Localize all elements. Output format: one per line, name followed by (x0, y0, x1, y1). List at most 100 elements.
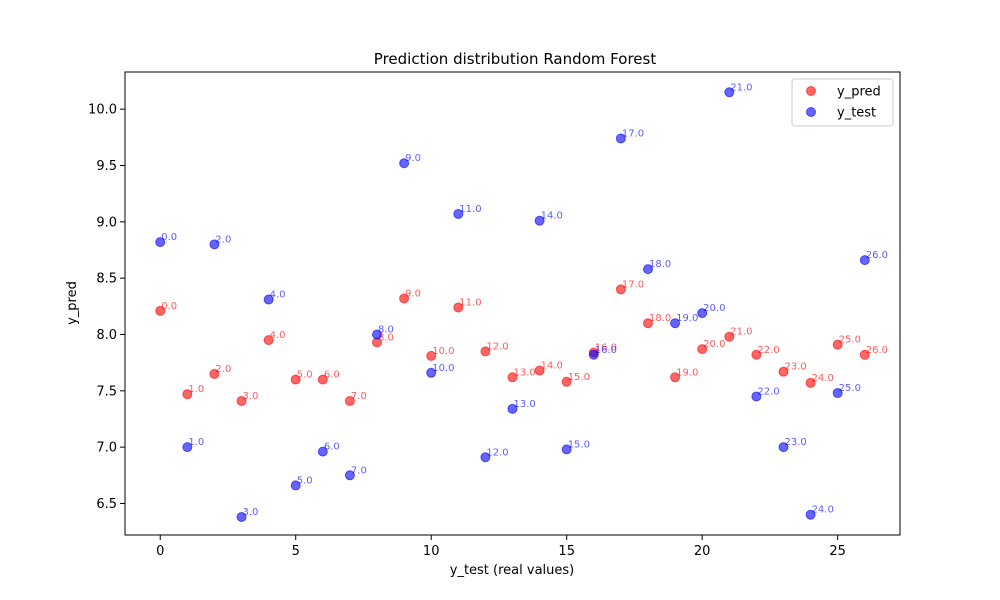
point-label-y_test: 6.0 (324, 442, 340, 453)
point-label-y_test: 25.0 (839, 383, 861, 394)
point-y_test (372, 329, 383, 340)
point-y_test (453, 208, 464, 219)
point-label-y_test: 12.0 (486, 447, 508, 458)
point-y_test (426, 367, 437, 378)
x-tick-label: 0 (156, 544, 164, 559)
point-label-y_pred: 0.0 (161, 301, 177, 312)
point-label-y_pred: 6.0 (324, 370, 340, 381)
point-y_test (507, 403, 518, 414)
y-axis: 6.5 7.0 7.5 8.0 8.5 9.0 9.5 10.0 (88, 103, 125, 512)
point-label-y_pred: 7.0 (351, 391, 367, 402)
point-label-y_pred: 4.0 (270, 330, 286, 341)
point-y_pred (642, 318, 653, 329)
x-tick-label: 10 (423, 544, 440, 559)
point-label-y_test: 18.0 (649, 259, 671, 270)
x-tick-label: 5 (292, 544, 300, 559)
point-label-y_pred: 20.0 (703, 339, 725, 350)
point-y_pred (561, 376, 572, 387)
point-label-y_pred: 10.0 (432, 346, 454, 357)
point-label-y_test: 7.0 (351, 465, 367, 476)
point-label-y_test: 8.0 (378, 324, 394, 335)
data-points: 0.0 1.0 2.0 3.0 4.0 5.0 6.0 7.0 8.0 9.0 10.0 11.0 12… (155, 82, 888, 522)
point-y_test (561, 444, 572, 455)
x-axis: 0 5 10 15 20 25 (156, 535, 846, 559)
point-y_pred (534, 365, 545, 376)
chart-title: Prediction distribution Random Forest (374, 50, 657, 68)
point-y_test (399, 158, 410, 169)
point-label-y_pred: 9.0 (405, 288, 421, 299)
y-tick-label: 7.5 (96, 384, 117, 399)
point-y_pred (832, 339, 843, 350)
point-y_pred (317, 374, 328, 385)
x-tick-label: 15 (558, 544, 575, 559)
point-y_test (859, 255, 870, 266)
point-y_test (697, 308, 708, 319)
x-axis-label: y_test (real values) (450, 563, 574, 578)
point-y_pred (290, 374, 301, 385)
point-label-y_pred: 17.0 (622, 279, 644, 290)
point-label-y_pred: 5.0 (297, 370, 313, 381)
y-tick-label: 9.0 (96, 215, 117, 230)
point-y_pred (209, 368, 220, 379)
point-y_test (751, 391, 762, 402)
point-label-y_test: 11.0 (459, 204, 481, 215)
point-y_test (290, 480, 301, 491)
point-label-y_test: 16.0 (595, 345, 617, 356)
point-label-y_pred: 12.0 (486, 341, 508, 352)
point-label-y_test: 2.0 (215, 234, 231, 245)
point-y_pred (399, 293, 410, 304)
point-label-y_test: 17.0 (622, 128, 644, 139)
point-label-y_test: 15.0 (568, 439, 590, 450)
legend-label-y_test: y_test (837, 106, 876, 121)
point-y_pred (426, 350, 437, 361)
y-tick-label: 8.5 (96, 272, 117, 287)
point-y_pred (724, 331, 735, 342)
point-label-y_test: 10.0 (432, 363, 454, 374)
x-tick-label: 20 (694, 544, 711, 559)
point-y_test (236, 511, 247, 522)
point-label-y_test: 20.0 (703, 303, 725, 314)
point-y_pred (778, 366, 789, 377)
point-y_test (724, 87, 735, 98)
point-label-y_pred: 13.0 (514, 367, 536, 378)
point-label-y_test: 5.0 (297, 475, 313, 486)
point-label-y_test: 24.0 (812, 505, 834, 516)
point-y_pred (507, 372, 518, 383)
legend-label-y_pred: y_pred (837, 85, 881, 100)
point-label-y_pred: 1.0 (188, 384, 204, 395)
point-y_test (832, 388, 843, 399)
y-tick-label: 8.0 (96, 328, 117, 343)
legend-marker-y_pred (806, 86, 816, 96)
point-y_test (670, 318, 681, 329)
point-y_test (480, 452, 491, 463)
point-label-y_pred: 15.0 (568, 372, 590, 383)
point-y_test (344, 470, 355, 481)
point-label-y_test: 14.0 (541, 211, 563, 222)
point-label-y_pred: 8.0 (378, 332, 394, 343)
point-y_pred (480, 346, 491, 357)
point-label-y_test: 26.0 (866, 250, 888, 261)
point-y_test (263, 294, 274, 305)
point-label-y_test: 21.0 (730, 82, 752, 93)
point-label-y_test: 3.0 (243, 507, 259, 518)
point-y_test (615, 133, 626, 144)
y-tick-label: 10.0 (88, 103, 117, 118)
point-label-y_test: 19.0 (676, 313, 698, 324)
point-label-y_test: 13.0 (514, 399, 536, 410)
point-y_pred (615, 284, 626, 295)
plot-area (124, 71, 901, 536)
point-y_test (588, 349, 599, 360)
point-y_test (182, 442, 193, 453)
point-y_pred (751, 349, 762, 360)
point-y_test (155, 237, 166, 248)
y-axis-label: y_pred (65, 281, 80, 325)
legend-box (791, 78, 894, 127)
point-label-y_pred: 19.0 (676, 367, 698, 378)
point-y_pred (453, 302, 464, 313)
point-y_pred (155, 305, 166, 316)
point-y_pred (670, 372, 681, 383)
point-y_test (805, 509, 816, 520)
point-label-y_test: 0.0 (161, 232, 177, 243)
point-y_pred (236, 395, 247, 406)
y-tick-label: 6.5 (96, 497, 117, 512)
